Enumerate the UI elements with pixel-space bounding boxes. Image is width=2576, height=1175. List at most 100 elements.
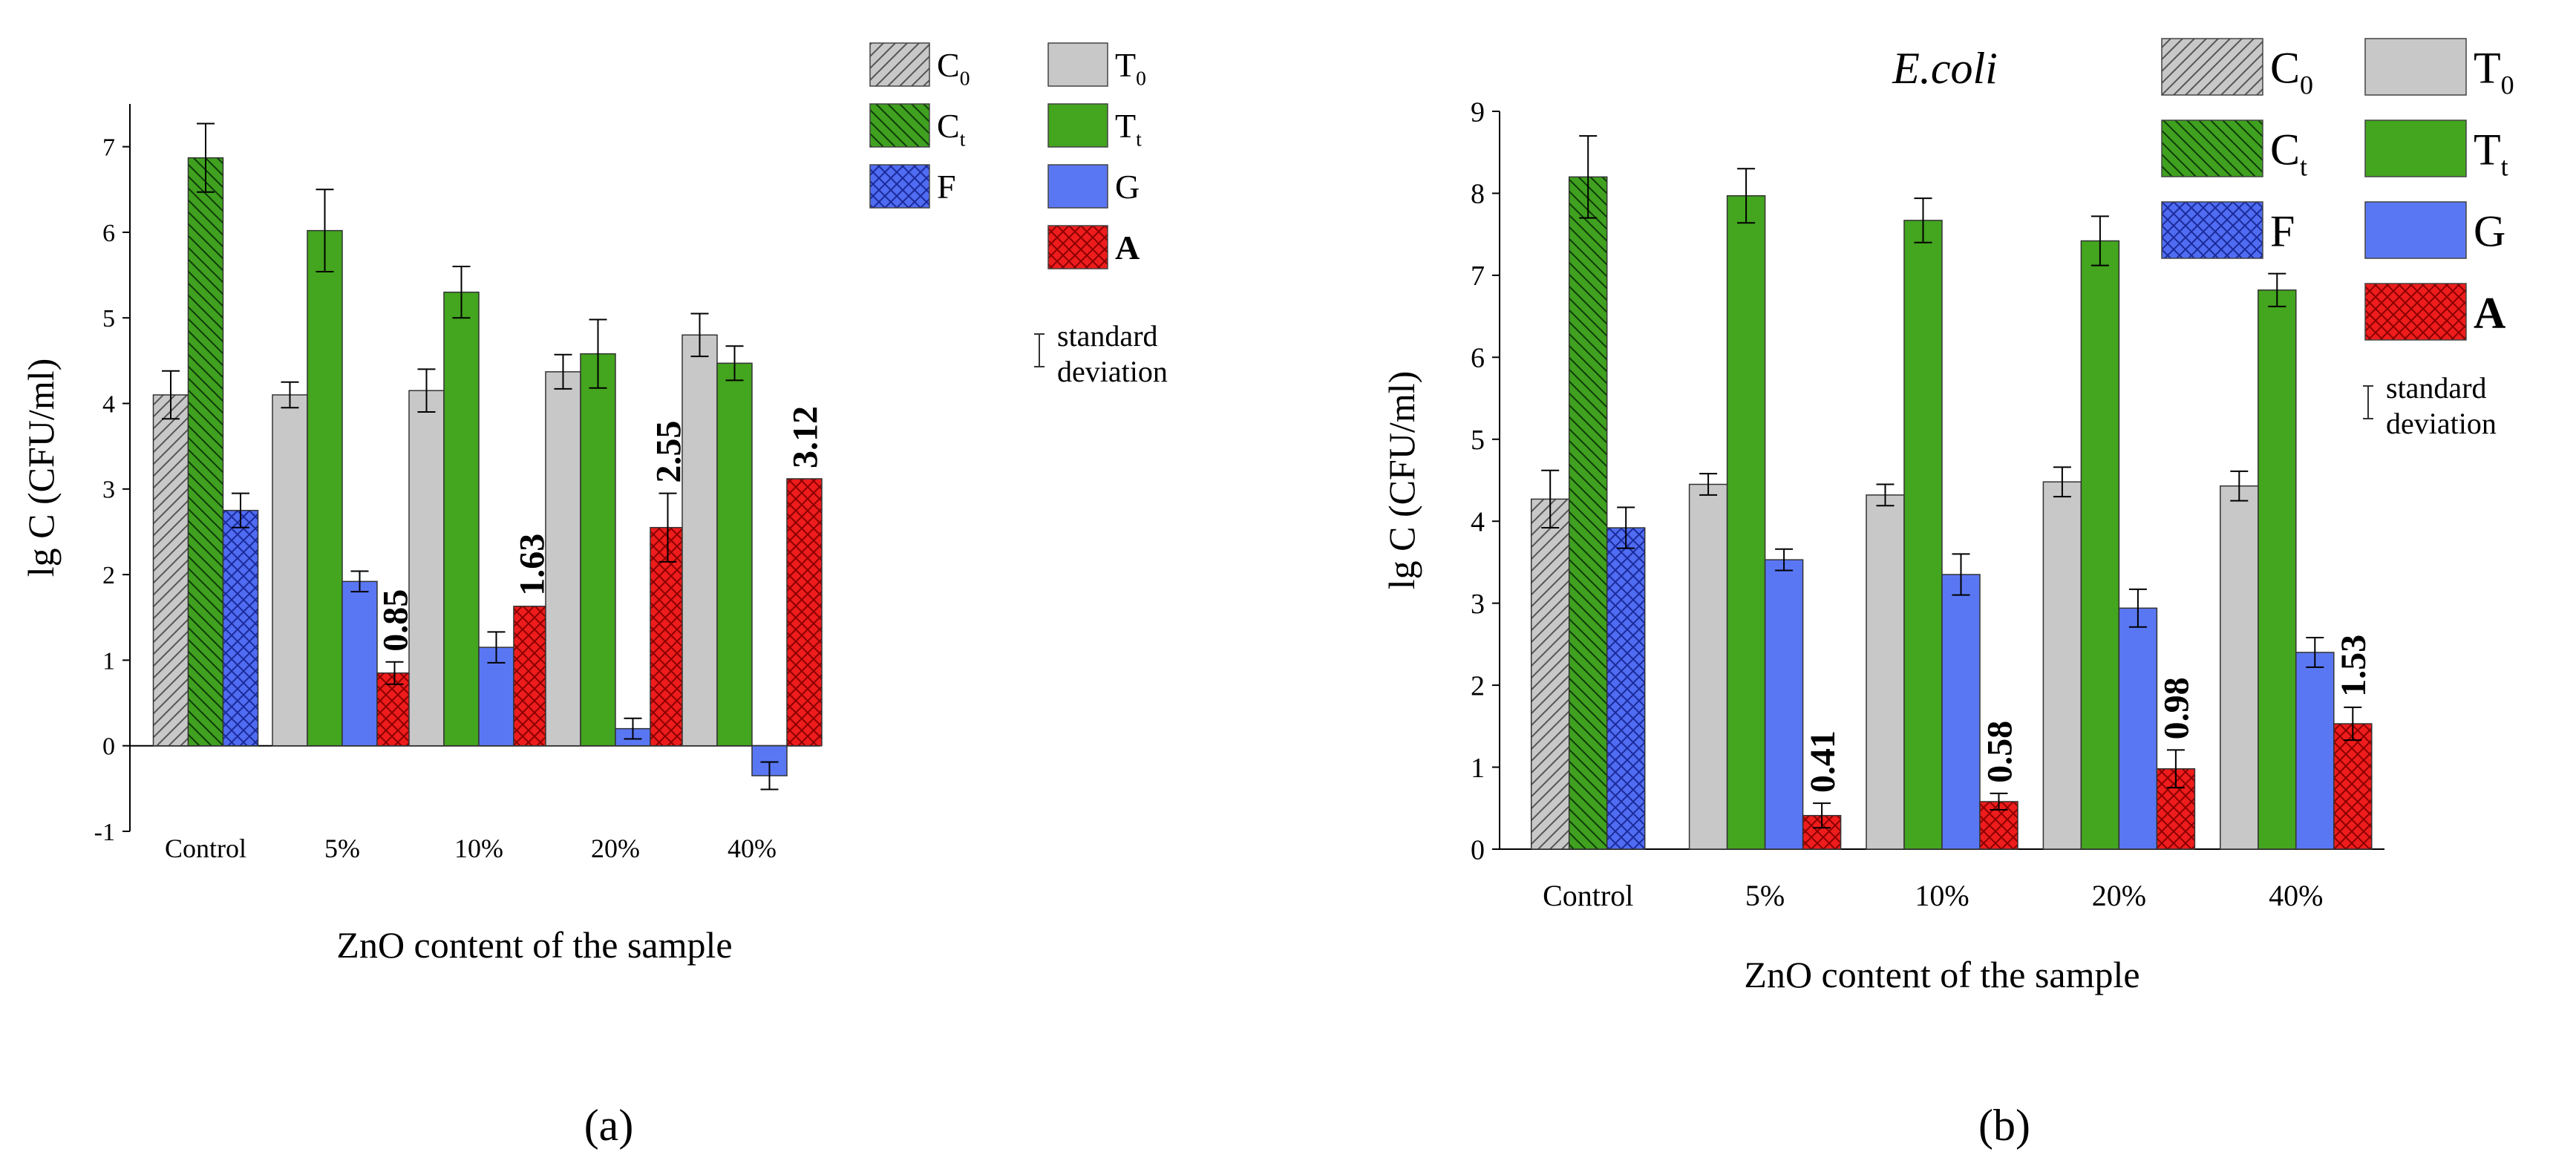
bar-G bbox=[1941, 574, 1981, 850]
bar-A bbox=[786, 478, 823, 747]
bar-Ct bbox=[187, 157, 224, 747]
legend-swatch-Ct bbox=[2161, 120, 2263, 177]
bar-Tt bbox=[580, 353, 616, 747]
y-tick-label: 4 bbox=[102, 390, 115, 418]
legend-label-T0: T0 bbox=[2474, 43, 2514, 99]
y-tick-label: 1 bbox=[1471, 753, 1485, 784]
y-tick-label: 7 bbox=[1471, 261, 1485, 292]
bar-C0 bbox=[152, 394, 189, 747]
legend-label-A: A bbox=[2474, 288, 2505, 337]
std-label: deviation bbox=[1057, 355, 1168, 388]
legend-label-G: G bbox=[2474, 206, 2505, 255]
std-label: standard bbox=[1057, 319, 1158, 353]
bar-G bbox=[478, 647, 514, 747]
bar-Tt bbox=[2080, 240, 2120, 850]
x-axis-label: ZnO content of the sample bbox=[1744, 954, 2139, 995]
bar-Tt bbox=[443, 291, 480, 747]
bar-A bbox=[2156, 768, 2196, 850]
chart-panel-1: 0 1 2 3 4 5 6 7 8 9 lg C (CFU/ml) Control 0.41 5% 0.58… bbox=[1381, 38, 2514, 1150]
bar-T0 bbox=[1866, 494, 1905, 850]
y-tick-label: 0 bbox=[102, 733, 115, 761]
legend-swatch-T0 bbox=[1047, 42, 1108, 87]
y-tick-label: 3 bbox=[1471, 589, 1485, 620]
data-label: 0.58 bbox=[1980, 721, 2019, 783]
x-axis-label: ZnO content of the sample bbox=[336, 924, 732, 966]
legend-label-Ct: Ct bbox=[937, 107, 966, 151]
legend-label-A: A bbox=[1115, 229, 1140, 266]
bar-T0 bbox=[2220, 485, 2259, 850]
y-tick-label: 2 bbox=[1471, 670, 1485, 701]
data-label: 3.12 bbox=[785, 406, 825, 468]
category-label: 5% bbox=[1745, 879, 1785, 912]
bar-A bbox=[2333, 723, 2373, 850]
bar-Tt bbox=[307, 229, 343, 747]
legend-swatch-F bbox=[2161, 201, 2263, 259]
legend-label-C0: C0 bbox=[2270, 43, 2313, 99]
legend-swatch-Ct bbox=[869, 103, 930, 148]
std-label: deviation bbox=[2386, 407, 2497, 440]
bar-G bbox=[2118, 607, 2158, 850]
legend-label-G: G bbox=[1115, 168, 1140, 206]
y-tick-label: 8 bbox=[1471, 179, 1485, 210]
category-label: Control bbox=[165, 834, 246, 863]
category-label: Control bbox=[1543, 879, 1633, 912]
chart-title: E.coli bbox=[1892, 44, 1998, 93]
y-tick-label: 6 bbox=[1471, 343, 1485, 374]
y-axis-label: lg C (CFU/ml) bbox=[20, 359, 62, 577]
y-tick-label: 9 bbox=[1471, 96, 1485, 128]
legend-swatch-A bbox=[2364, 283, 2467, 341]
data-label: 0.41 bbox=[1803, 730, 1843, 793]
y-tick-label: 4 bbox=[1471, 507, 1485, 538]
bar-F bbox=[222, 509, 259, 747]
legend-label-Ct: Ct bbox=[2270, 125, 2307, 181]
category-label: 40% bbox=[728, 834, 777, 863]
bar-F bbox=[1606, 527, 1646, 850]
bar-A bbox=[650, 526, 686, 747]
bar-T0 bbox=[272, 394, 308, 747]
bar-G bbox=[341, 580, 378, 747]
y-axis-label: lg C (CFU/ml) bbox=[1381, 371, 1422, 589]
y-tick-label: 2 bbox=[102, 562, 115, 589]
legend-label-T0: T0 bbox=[1115, 46, 1146, 90]
y-tick-label: 1 bbox=[102, 647, 115, 675]
panel-label: (a) bbox=[584, 1101, 634, 1150]
category-label: 10% bbox=[1915, 879, 1969, 912]
bar-G bbox=[1764, 559, 1804, 850]
data-label: 1.53 bbox=[2334, 635, 2373, 697]
bar-Tt bbox=[1903, 220, 1943, 850]
bar-Ct bbox=[1568, 176, 1608, 850]
legend-label-Tt: Tt bbox=[1115, 107, 1142, 151]
legend-label-C0: C0 bbox=[937, 46, 970, 90]
y-tick-label: 6 bbox=[102, 220, 115, 247]
category-label: 40% bbox=[2269, 879, 2323, 912]
data-label: 0.98 bbox=[2157, 677, 2197, 739]
category-label: 20% bbox=[2092, 879, 2146, 912]
std-label: standard bbox=[2386, 371, 2487, 405]
bar-T0 bbox=[545, 371, 581, 747]
bar-T0 bbox=[681, 334, 718, 747]
legend-swatch-G bbox=[2364, 201, 2467, 259]
bar-A bbox=[1979, 801, 2018, 850]
legend-swatch-F bbox=[869, 164, 930, 209]
legend-swatch-C0 bbox=[2161, 38, 2263, 96]
category-label: 20% bbox=[591, 834, 640, 863]
bar-T0 bbox=[2042, 481, 2082, 850]
legend-swatch-G bbox=[1047, 164, 1108, 209]
y-tick-label: 7 bbox=[102, 134, 115, 162]
y-tick-label: 3 bbox=[102, 477, 115, 504]
bar-T0 bbox=[408, 390, 445, 747]
category-label: 10% bbox=[454, 834, 503, 863]
legend-swatch-C0 bbox=[869, 42, 930, 87]
bar-A bbox=[513, 606, 549, 747]
legend-swatch-Tt bbox=[1047, 103, 1108, 148]
y-tick-label: 0 bbox=[1471, 834, 1485, 865]
panel-label: (b) bbox=[1978, 1101, 2030, 1150]
legend-label-F: F bbox=[2270, 206, 2295, 255]
bar-G bbox=[2295, 652, 2335, 850]
bar-Tt bbox=[716, 362, 753, 747]
bar-T0 bbox=[1688, 483, 1728, 850]
y-tick-label: -1 bbox=[94, 819, 115, 846]
